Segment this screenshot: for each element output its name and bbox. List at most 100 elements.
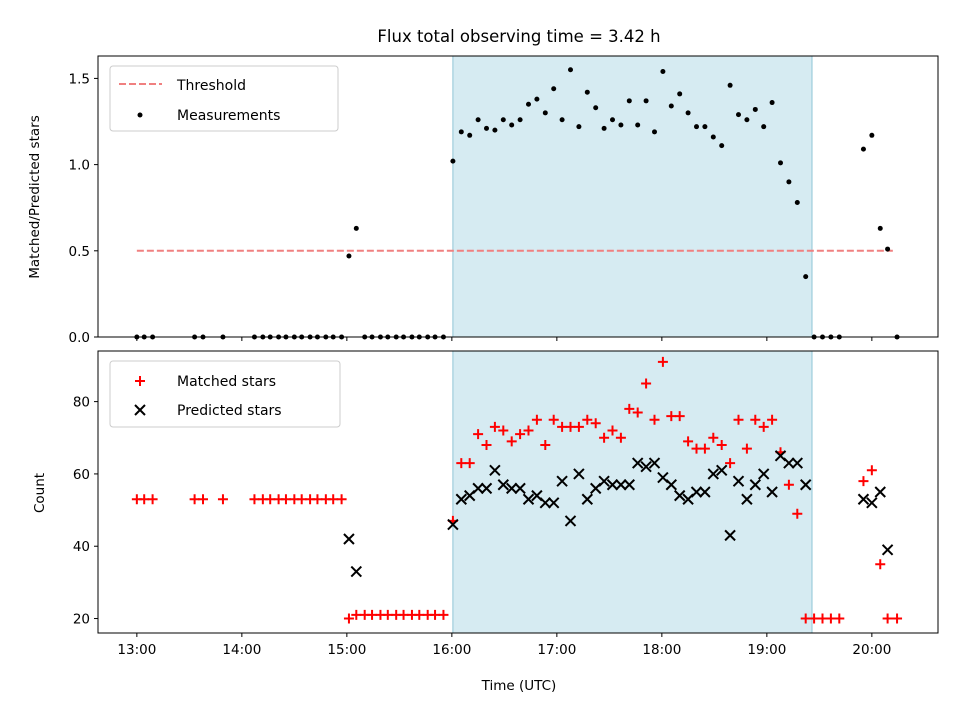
measurement-point [744,117,750,123]
series-measurements [134,67,900,340]
legend-measurements-swatch [137,112,143,118]
matched-star-point [265,494,276,505]
matched-star-point [573,421,584,432]
matched-star-point [758,421,769,432]
matched-star-point [599,432,610,443]
measurement-point [484,125,489,131]
legend-matched-swatch [135,376,145,386]
x-tick-label: 14:00 [222,642,261,658]
matched-star-point [506,436,517,447]
matched-star-point [674,411,685,422]
x-tick-label: 18:00 [642,642,681,658]
top-y-tick-label: 0.0 [69,330,90,346]
predicted-star-point [881,544,894,556]
predicted-star-point [640,460,652,473]
matched-star-point [882,613,893,624]
predicted-star-point [539,497,552,509]
matched-star-point [767,414,778,425]
x-tick-label: 19:00 [747,642,786,658]
predicted-star-point [514,482,526,495]
measurement-point [346,253,352,259]
matched-star-point [280,494,291,505]
predicted-star-point [715,464,728,477]
matched-star-point [624,403,635,414]
matched-star-point [523,425,534,436]
matched-star-point [336,494,347,505]
measurement-point [736,112,741,118]
matched-star-point [398,609,409,620]
measurement-point [559,117,565,123]
matched-star-point [875,559,886,570]
bottom-y-axis-label: Count [32,473,48,513]
bottom-y-tick-label: 80 [73,395,90,411]
predicted-star-point [857,493,870,505]
measurement-point [353,225,359,231]
matched-star-point [351,609,362,620]
measurement-point [458,129,464,135]
measurement-point [677,91,683,97]
measurement-point [668,103,674,109]
matched-star-point [296,494,307,505]
matched-star-point [464,458,475,469]
predicted-star-point [598,475,610,487]
measurement-point [778,160,783,166]
matched-star-point [691,443,702,454]
measurement-point [710,134,716,140]
measurement-point [626,98,632,104]
predicted-star-point [581,493,594,505]
bottom-legend-box [109,360,341,428]
measurement-point [769,100,775,106]
measurement-point [860,146,866,152]
measurement-point [534,96,540,102]
matched-star-point [699,443,710,454]
measurement-point [551,86,557,92]
measurement-point [618,122,624,128]
measurement-point [492,127,498,133]
bottom-y-tick-label: 20 [73,612,90,628]
measurement-point [467,132,473,138]
top-y-tick-label: 1.5 [69,71,90,87]
predicted-star-point [623,479,636,491]
matched-star-point [430,609,441,620]
predicted-star-point [732,475,745,487]
predicted-star-point [343,533,355,545]
predicted-star-point [757,468,770,480]
measurement-point [702,124,708,130]
matched-star-point [312,494,323,505]
matched-star-point [489,421,500,432]
matched-star-point [725,458,736,469]
matched-star-point [800,613,811,624]
matched-star-point [367,609,378,620]
measurement-point [593,105,599,111]
matched-star-point [666,411,677,422]
matched-star-point [147,494,158,505]
measurement-point [610,117,615,123]
predicted-star-point [497,479,510,491]
series-predicted-stars [343,450,894,578]
matched-star-point [783,479,794,490]
matched-star-point [741,443,752,454]
measurement-point [727,82,733,88]
measurement-point [584,89,590,95]
predicted-star-point [564,515,577,527]
predicted-star-point [690,486,703,498]
predicted-star-point [724,529,736,542]
legend-measurements-label: Measurements [177,108,280,124]
matched-star-point [834,613,845,624]
measurement-point [885,246,891,252]
measurement-point [786,179,792,185]
matched-star-point [343,613,354,624]
measurement-point [542,110,548,116]
measurement-point [685,110,691,116]
measurement-point [660,69,666,75]
matched-star-point [540,440,551,450]
top-y-axis-label: Matched/Predicted stars [27,115,43,278]
matched-star-point [198,494,208,505]
predicted-star-point [472,482,484,495]
matched-star-point [708,432,719,443]
matched-star-point [498,425,509,436]
x-tick-label: 17:00 [537,642,576,658]
measurement-point [568,67,573,73]
predicted-star-point [606,479,619,491]
matched-star-point [565,421,576,432]
